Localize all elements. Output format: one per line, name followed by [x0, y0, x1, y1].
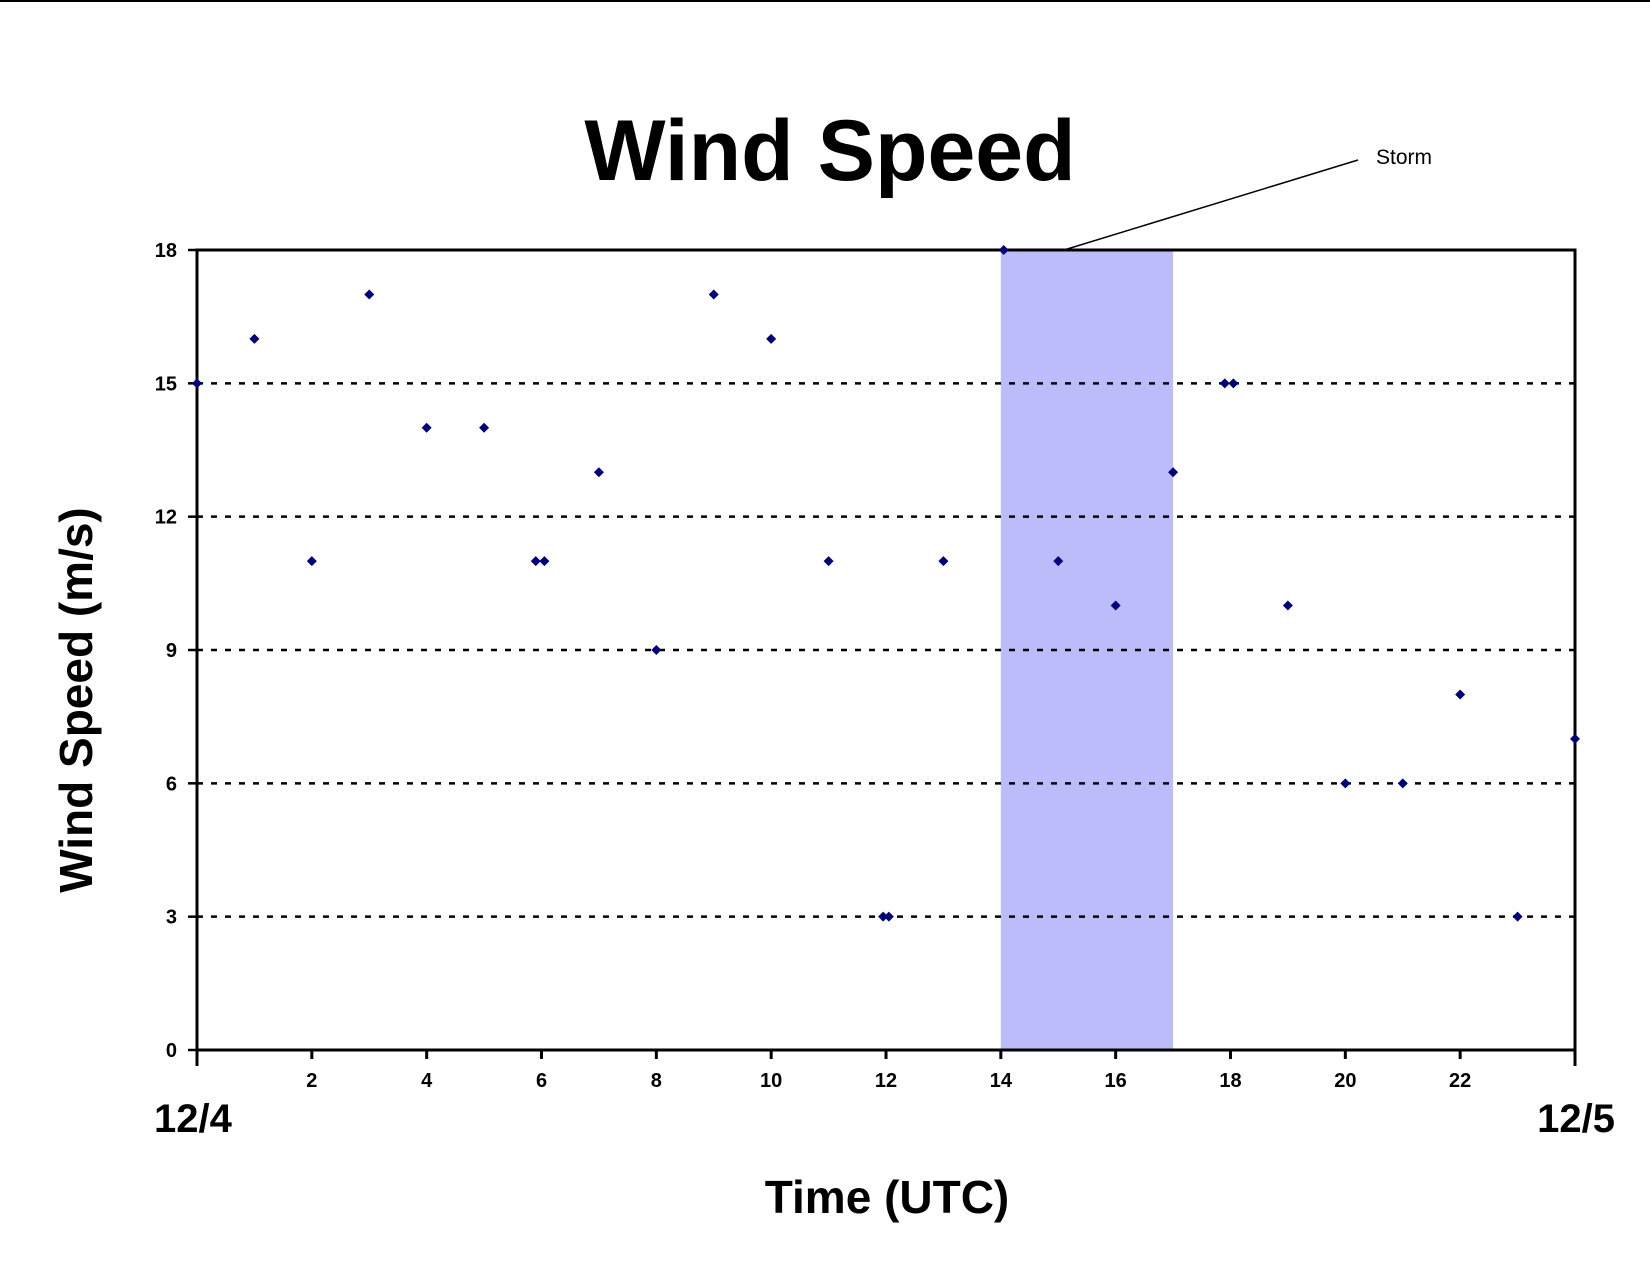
- data-point: [1228, 378, 1239, 389]
- x-tick-label: 22: [1449, 1070, 1471, 1092]
- data-point: [883, 911, 894, 922]
- chart-title: Wind Speed: [584, 103, 1075, 199]
- data-point: [1168, 467, 1179, 478]
- data-point: [1053, 556, 1064, 567]
- end-date-label: 12/5: [1537, 1097, 1615, 1141]
- data-point: [878, 911, 889, 922]
- data-point: [1512, 911, 1523, 922]
- y-tick-label: 6: [166, 773, 177, 795]
- data-point: [364, 289, 375, 300]
- data-point: [1570, 733, 1580, 744]
- x-tick-label: 4: [421, 1070, 433, 1092]
- data-point: [1397, 778, 1408, 789]
- data-point: [1282, 600, 1293, 611]
- data-point: [823, 556, 834, 567]
- tick-layer: 0 3 6 9 12 15 18 2 4 6 8 10 12 14 16 18 20 22: [155, 240, 1577, 1092]
- y-tick-label: 3: [166, 907, 177, 929]
- data-point: [421, 422, 432, 433]
- y-tick-label: 9: [166, 640, 177, 662]
- storm-band: [1000, 250, 1174, 1050]
- data-point: [530, 556, 541, 567]
- data-point: [938, 556, 949, 567]
- y-tick-label: 0: [166, 1040, 177, 1062]
- data-point: [998, 245, 1009, 255]
- start-date-label: 12/4: [154, 1097, 233, 1141]
- data-point: [708, 289, 719, 300]
- data-point: [593, 467, 604, 478]
- x-tick-label: 18: [1219, 1070, 1241, 1092]
- x-tick-label: 12: [875, 1070, 897, 1092]
- storm-annotation-label: Storm: [1376, 146, 1432, 169]
- x-tick-label: 10: [760, 1070, 782, 1092]
- x-tick-label: 2: [306, 1070, 317, 1092]
- data-point: [192, 378, 202, 389]
- data-points-layer: [192, 245, 1580, 922]
- storm-annotation-line: [1063, 159, 1359, 251]
- x-tick-label: 14: [990, 1070, 1013, 1092]
- y-tick-label: 12: [155, 507, 177, 529]
- y-tick-label: 18: [155, 240, 177, 262]
- data-point: [766, 333, 777, 344]
- data-point: [1340, 778, 1351, 789]
- data-point: [539, 556, 550, 567]
- data-point: [651, 645, 662, 655]
- x-tick-label: 20: [1334, 1070, 1356, 1092]
- data-point: [1219, 378, 1230, 389]
- x-tick-label: 8: [651, 1070, 662, 1092]
- y-tick-label: 15: [155, 373, 177, 395]
- annotation-layer: Storm: [1063, 146, 1432, 251]
- data-point: [1110, 600, 1121, 611]
- grid-layer: [197, 382, 1575, 918]
- data-point: [479, 422, 490, 433]
- x-tick-label: 16: [1105, 1070, 1127, 1092]
- y-axis-title: Wind Speed (m/s): [50, 507, 102, 893]
- x-axis-title: Time (UTC): [765, 1171, 1010, 1223]
- x-tick-label: 6: [536, 1070, 547, 1092]
- storm-band-layer: [1000, 250, 1174, 1050]
- data-point: [306, 556, 317, 567]
- data-point: [1455, 689, 1466, 700]
- data-point: [249, 333, 260, 344]
- top-border-line: [0, 0, 1650, 2]
